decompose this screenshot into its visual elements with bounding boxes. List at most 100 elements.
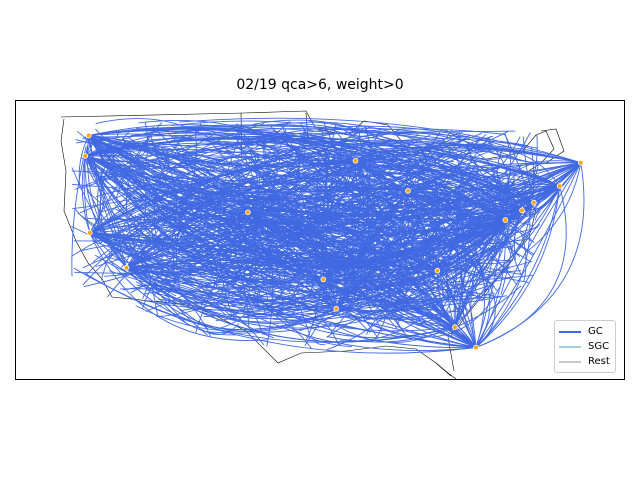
flow-edge: [247, 190, 409, 216]
flow-edge: [496, 146, 523, 211]
flow-edge: [325, 205, 438, 351]
flow-edge: [475, 186, 561, 348]
flow-edge: [336, 296, 501, 310]
mexico-border: [111, 296, 347, 364]
flow-edge: [253, 288, 352, 348]
flow-edge: [218, 300, 257, 330]
map-frame: GC SGC Rest: [15, 100, 625, 380]
flow-edge: [215, 147, 456, 328]
flow-edge: [333, 210, 523, 244]
flow-edge: [85, 155, 456, 328]
flow-edge: [89, 217, 438, 272]
flow-edge: [407, 190, 440, 271]
flow-edge: [162, 303, 237, 336]
flow-edge: [124, 140, 406, 335]
flow-edge: [351, 212, 356, 301]
flow-edge: [112, 131, 120, 183]
flow-edge: [454, 172, 515, 328]
flow-edge: [89, 232, 522, 254]
flow-edge: [247, 212, 285, 295]
flow-edge: [407, 190, 534, 204]
flow-edge: [398, 229, 415, 324]
flow-edge: [322, 279, 337, 309]
flow-edge: [407, 190, 495, 235]
hub-node-portland: [82, 153, 88, 159]
flow-edge: [437, 219, 506, 272]
flow-edge: [154, 149, 284, 316]
flow-edge: [89, 132, 153, 233]
flow-edge: [138, 120, 366, 221]
flow-edge: [84, 155, 127, 269]
flow-edge: [84, 155, 354, 270]
flow-edge: [89, 228, 437, 247]
map-title: 02/19 qca>6, weight>0: [236, 77, 404, 93]
flow-edge: [172, 250, 337, 310]
flow-edge: [454, 185, 560, 328]
flow-edge: [513, 210, 523, 260]
flow-edge: [93, 141, 347, 230]
legend-item-gc: GC: [559, 324, 611, 339]
flow-edge: [78, 135, 90, 189]
flow-edge: [85, 138, 535, 204]
flow-edge: [320, 237, 448, 281]
flow-edge: [89, 159, 535, 234]
hub-node-washington: [502, 217, 509, 223]
flow-edge: [247, 190, 409, 217]
flow-edge: [85, 132, 216, 163]
flow-edge: [88, 135, 246, 289]
flow-edge: [112, 132, 418, 247]
flow-edge: [171, 195, 267, 318]
flow-edge: [145, 219, 284, 292]
flow-edge: [247, 140, 468, 213]
flow-edge: [114, 183, 298, 229]
flow-edge: [239, 147, 274, 347]
flow-edge: [153, 180, 541, 200]
flow-edge: [126, 202, 535, 283]
flow-edge: [151, 228, 220, 316]
legend-swatch-gc: [559, 330, 581, 333]
flow-edge: [522, 136, 535, 203]
hub-node-dallas: [320, 276, 327, 283]
flow-edge: [247, 160, 356, 213]
flow-edge: [233, 148, 261, 229]
hub-nodes: [82, 132, 584, 351]
flow-edge: [203, 209, 428, 318]
flow-edge: [384, 190, 493, 296]
flow-edge: [355, 158, 412, 162]
flow-edge: [475, 162, 582, 348]
flow-edge: [215, 140, 317, 150]
flow-edge: [534, 210, 541, 221]
hub-node-minneapolis: [352, 157, 359, 164]
flow-edge: [126, 202, 535, 308]
legend-item-rest: Rest: [559, 354, 611, 369]
flow-edge: [206, 190, 409, 295]
flow-edge: [217, 210, 477, 348]
west-coast: [60, 118, 113, 298]
flow-edge: [306, 163, 536, 203]
flow-edge: [298, 132, 453, 188]
flow-edge: [169, 156, 302, 179]
flow-edge: [365, 181, 512, 280]
legend-label-rest: Rest: [588, 356, 610, 367]
flow-edge: [288, 280, 311, 336]
flow-edge: [89, 222, 312, 270]
flow-edge: [145, 197, 248, 213]
legend-swatch-rest: [559, 360, 581, 363]
flow-edge: [528, 162, 582, 251]
flow-edge: [88, 135, 371, 333]
flow-edge: [73, 185, 560, 242]
hub-node-bay-area: [87, 229, 93, 236]
flow-edge: [520, 232, 527, 282]
flow-edge: [84, 155, 127, 268]
flow-edge: [71, 146, 87, 277]
flow-edge: [322, 191, 333, 227]
flow-edge: [100, 134, 230, 281]
flow-edge: [289, 208, 416, 273]
flow-edge: [159, 242, 477, 348]
flow-edge: [312, 164, 487, 225]
flow-edge: [250, 191, 307, 280]
flow-edge: [121, 212, 202, 245]
flow-edge: [126, 202, 404, 269]
flow-edge: [401, 136, 521, 201]
flow-edge: [104, 139, 348, 277]
